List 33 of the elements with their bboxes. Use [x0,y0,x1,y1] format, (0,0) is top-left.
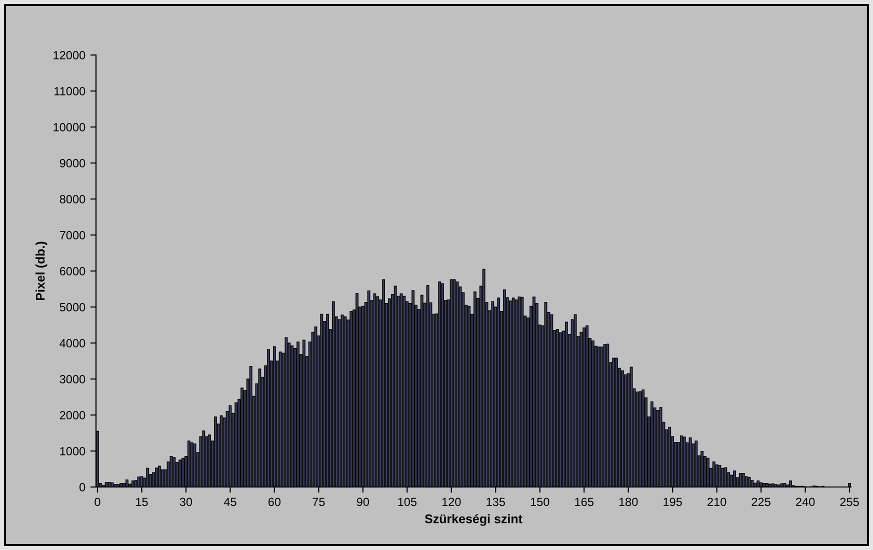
y-tick-label: 3000 [60,375,86,384]
x-tick-label: 240 [796,498,815,506]
y-tick-label: 0 [79,483,86,492]
x-tick-label: 30 [180,498,192,506]
y-tick-label: 10000 [54,123,86,132]
x-tick-label: 90 [356,498,370,506]
x-tick-label: 45 [224,498,236,506]
y-tick-label: 9000 [60,159,86,168]
x-tick-label: 60 [268,498,281,506]
y-tick-label: 7000 [60,231,86,240]
x-tick-label: 195 [664,498,682,506]
x-tick-label: 105 [398,498,416,506]
x-tick-label: 150 [530,498,550,506]
y-tick-label: 6000 [60,267,86,276]
x-tick-label: 0 [94,498,100,506]
x-tick-label: 165 [575,498,594,506]
y-tick-label: 12000 [54,51,86,60]
x-tick-label: 210 [708,498,726,506]
y-axis-title: Pixel (db.) [36,242,48,300]
y-tick-label: 4000 [60,339,86,348]
y-tick-label: 2000 [60,411,86,420]
y-tick-label: 11000 [54,87,86,96]
x-tick-label: 255 [840,498,859,506]
y-tick-label: 8000 [60,195,86,204]
x-tick-label: 120 [442,498,461,506]
x-tick-label: 225 [752,498,770,506]
x-tick-label: 15 [136,498,148,506]
y-tick-label: 1000 [60,447,86,456]
x-tick-label: 135 [486,498,505,506]
x-tick-label: 75 [312,498,325,506]
x-tick-label: 180 [619,498,638,506]
y-tick-label: 5000 [60,303,86,312]
x-axis-title: Szürkeségi szint [424,514,522,526]
